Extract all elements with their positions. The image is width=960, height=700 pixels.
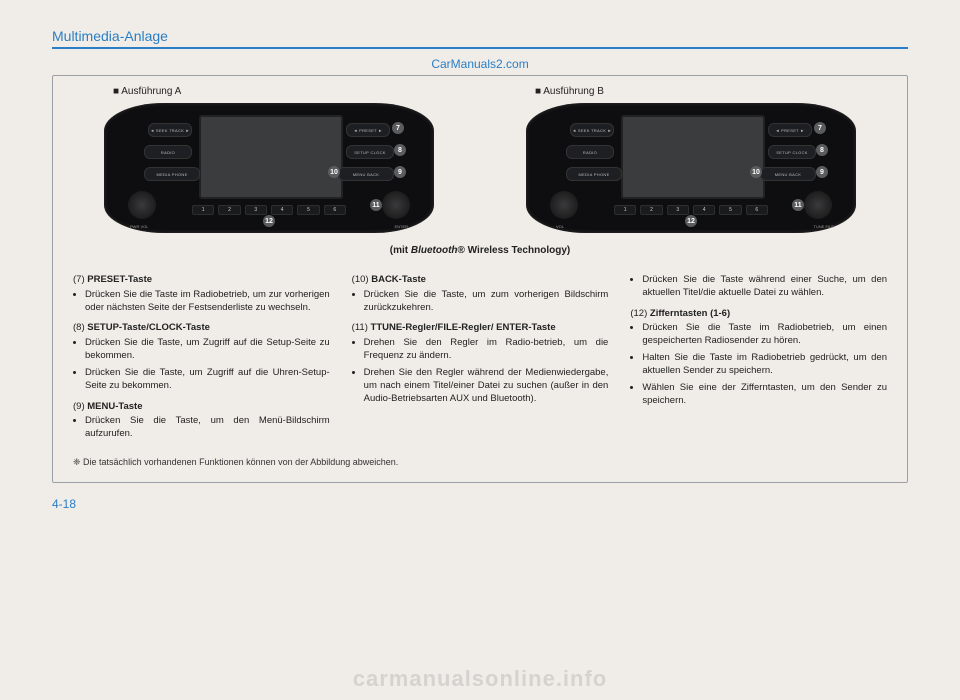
display-screen	[199, 115, 343, 199]
callout-10: 10	[750, 166, 762, 178]
heading-7: (7) PRESET-Taste	[73, 274, 330, 287]
num-1: 1	[614, 205, 636, 215]
content-box: ■ Ausführung A ◄ SEEK TRACK ► RADIO MEDI…	[52, 75, 908, 483]
bullet: Drücken Sie die Taste im Radiobetrieb, u…	[642, 322, 887, 348]
setup-button: SETUP CLOCK	[346, 145, 394, 159]
radio-button: RADIO	[144, 145, 192, 159]
menu-back-button: MENU BACK	[338, 167, 394, 181]
caption-bluetooth: Bluetooth	[411, 245, 458, 256]
callout-8: 8	[816, 144, 828, 156]
heading-12: (12) Zifferntasten (1-6)	[630, 308, 887, 321]
caption-post: Wireless Technology)	[465, 245, 570, 256]
power-volume-knob	[128, 191, 156, 219]
watermark-bottom: carmanualsonline.info	[0, 666, 960, 692]
bullet: Drücken Sie die Taste, um Zugriff auf di…	[85, 337, 330, 363]
radio-button: RADIO	[566, 145, 614, 159]
radio-unit-a: ◄ SEEK TRACK ► RADIO MEDIA PHONE ◄ PRESE…	[104, 103, 434, 233]
bullet: Drehen Sie den Regler im Radio-betrieb, …	[364, 337, 609, 363]
head-label: TTUNE-Regler/FILE-Regler/ ENTER-Taste	[371, 322, 556, 333]
variant-a-label: ■ Ausführung A	[113, 86, 181, 97]
head-num: (8)	[73, 322, 87, 333]
heading-8: (8) SETUP-Taste/CLOCK-Taste	[73, 322, 330, 335]
menu-back-button: MENU BACK	[760, 167, 816, 181]
head-label: MENU-Taste	[87, 401, 142, 412]
column-1: (7) PRESET-Taste Drücken Sie die Taste i…	[73, 270, 330, 449]
head-label: Zifferntasten (1-6)	[650, 308, 730, 319]
radio-unit-b: ◄ SEEK TRACK ► RADIO MEDIA PHONE ◄ PRESE…	[526, 103, 856, 233]
callout-9: 9	[816, 166, 828, 178]
callout-9: 9	[394, 166, 406, 178]
number-row: 1 2 3 4 5 6	[192, 205, 346, 215]
num-4: 4	[693, 205, 715, 215]
head-label: BACK-Taste	[371, 274, 426, 285]
caption: (mit Bluetooth® Wireless Technology)	[73, 245, 887, 256]
media-button: MEDIA PHONE	[144, 167, 200, 181]
head-num: (11)	[352, 322, 371, 333]
column-2: (10) BACK-Taste Drücken Sie die Taste, u…	[352, 270, 609, 449]
enter-knob	[382, 191, 410, 219]
bullet: Drücken Sie die Taste, um Zugriff auf di…	[85, 367, 330, 393]
num-6: 6	[746, 205, 768, 215]
variant-a: ■ Ausführung A ◄ SEEK TRACK ► RADIO MEDI…	[73, 86, 465, 233]
heading-9: (9) MENU-Taste	[73, 401, 330, 414]
bullet: Drücken Sie die Taste, um zum vorherigen…	[364, 289, 609, 315]
callout-8: 8	[394, 144, 406, 156]
callout-12: 12	[685, 215, 697, 227]
tune-file-knob	[804, 191, 832, 219]
head-num: (9)	[73, 401, 87, 412]
tune-label: TUNE FILE	[814, 224, 834, 229]
preset-button: ◄ PRESET ►	[346, 123, 390, 137]
num-5: 5	[719, 205, 741, 215]
caption-reg: ®	[458, 245, 465, 256]
callout-7: 7	[392, 122, 404, 134]
num-3: 3	[667, 205, 689, 215]
vol-label: PWR VOL	[130, 224, 148, 229]
text-columns: (7) PRESET-Taste Drücken Sie die Taste i…	[73, 270, 887, 449]
bullet: Drücken Sie die Taste im Radiobetrieb, u…	[85, 289, 330, 315]
head-num: (10)	[352, 274, 372, 285]
caption-pre: (mit	[390, 245, 411, 256]
number-row: 1 2 3 4 5 6	[614, 205, 768, 215]
variant-b-label: ■ Ausführung B	[535, 86, 604, 97]
seek-button: ◄ SEEK TRACK ►	[570, 123, 614, 137]
head-num: (7)	[73, 274, 87, 285]
head-label: PRESET-Taste	[87, 274, 152, 285]
title-divider	[52, 47, 908, 49]
callout-11: 11	[792, 199, 804, 211]
variant-b: ■ Ausführung B ◄ SEEK TRACK ► RADIO MEDI…	[495, 86, 887, 233]
callout-10: 10	[328, 166, 340, 178]
callout-11: 11	[370, 199, 382, 211]
num-5: 5	[297, 205, 319, 215]
num-1: 1	[192, 205, 214, 215]
heading-10: (10) BACK-Taste	[352, 274, 609, 287]
seek-button: ◄ SEEK TRACK ►	[148, 123, 192, 137]
media-button: MEDIA PHONE	[566, 167, 622, 181]
preset-button: ◄ PRESET ►	[768, 123, 812, 137]
vol-label: VOL	[556, 224, 564, 229]
head-num: (12)	[630, 308, 650, 319]
num-3: 3	[245, 205, 267, 215]
setup-button: SETUP CLOCK	[768, 145, 816, 159]
column-3: Drücken Sie die Taste während einer Such…	[630, 270, 887, 449]
callout-12: 12	[263, 215, 275, 227]
heading-11: (11) TTUNE-Regler/FILE-Regler/ ENTER-Tas…	[352, 322, 609, 335]
num-2: 2	[640, 205, 662, 215]
enter-label: ENTER	[394, 224, 408, 229]
power-volume-knob	[550, 191, 578, 219]
bullet: Drücken Sie die Taste, um den Menü-Bilds…	[85, 415, 330, 441]
num-6: 6	[324, 205, 346, 215]
callout-7: 7	[814, 122, 826, 134]
bullet: Halten Sie die Taste im Radiobetrieb ged…	[642, 352, 887, 378]
num-2: 2	[218, 205, 240, 215]
num-4: 4	[271, 205, 293, 215]
footnote: ❈ Die tatsächlich vorhandenen Funktionen…	[73, 457, 887, 468]
watermark-top: CarManuals2.com	[52, 57, 908, 71]
bullet: Drücken Sie die Taste während einer Such…	[642, 274, 887, 300]
display-screen	[621, 115, 765, 199]
section-title: Multimedia-Anlage	[52, 28, 908, 44]
head-label: SETUP-Taste/CLOCK-Taste	[87, 322, 210, 333]
bullet: Drehen Sie den Regler während der Medien…	[364, 367, 609, 405]
bullet: Wählen Sie eine der Zifferntasten, um de…	[642, 382, 887, 408]
page-number: 4-18	[52, 497, 908, 511]
